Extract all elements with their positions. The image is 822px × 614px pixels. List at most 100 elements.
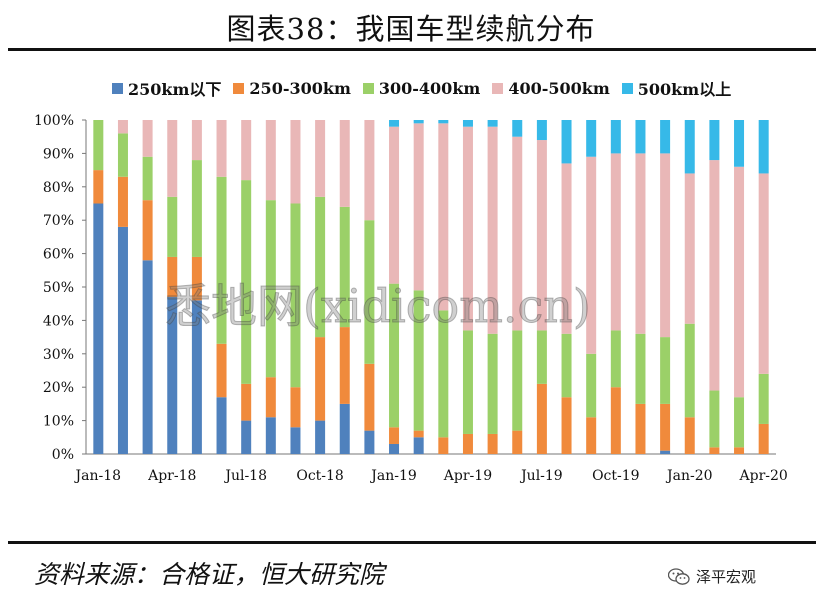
legend-label: 300-400km <box>378 78 481 98</box>
x-tick-label: Oct-19 <box>592 468 640 484</box>
bar-segment <box>758 423 769 454</box>
wechat-account: 泽平宏观 <box>668 566 756 587</box>
bar-segment <box>339 403 350 454</box>
bar-segment <box>93 170 104 204</box>
bar-segment <box>389 427 400 444</box>
bar-segment <box>660 337 671 404</box>
bar-segment <box>241 180 252 384</box>
y-tick-label: 10% <box>43 414 74 430</box>
bar-segment <box>216 343 227 398</box>
bar-segment <box>413 120 424 124</box>
bar-segment <box>684 173 695 324</box>
y-tick-label: 50% <box>43 280 74 296</box>
bar-segment <box>241 420 252 454</box>
bar-segment <box>660 120 671 154</box>
y-tick-label: 100% <box>34 113 74 129</box>
bar-segment <box>117 176 128 227</box>
bar-segment <box>561 397 572 454</box>
bar-segment <box>734 120 745 167</box>
bar-segment <box>536 330 547 384</box>
bar-segment <box>191 256 202 301</box>
bar-segment <box>290 120 301 204</box>
bar-segment <box>512 120 523 137</box>
bar-segment <box>512 430 523 454</box>
bar-segment <box>561 120 572 164</box>
bar-segment <box>167 120 178 197</box>
footer-rule <box>8 541 816 544</box>
bar-segment <box>660 153 671 338</box>
legend-swatch <box>112 82 123 94</box>
bar-segment <box>635 153 646 334</box>
x-tick-label: Apr-20 <box>739 468 788 484</box>
bar-segment <box>709 120 720 161</box>
bar-segment <box>290 427 301 454</box>
y-tick-label: 60% <box>43 247 74 263</box>
y-tick-label: 80% <box>43 180 74 196</box>
bar-segment <box>265 377 276 418</box>
bar-segment <box>536 383 547 454</box>
bar-segment <box>684 120 695 174</box>
bar-segment <box>93 203 104 454</box>
bar-segment <box>142 120 153 157</box>
legend-swatch <box>233 82 245 94</box>
bar-segment <box>167 196 178 257</box>
bar-segment <box>462 120 473 127</box>
source-note: 资料来源：合格证，恒大研究院 <box>34 560 385 589</box>
legend-label: 500km以上 <box>637 80 732 99</box>
bar-segment <box>660 450 671 454</box>
bar-segment <box>290 203 301 388</box>
bar-segment <box>610 120 621 154</box>
bar-segment <box>438 123 449 311</box>
bar-segment <box>216 120 227 177</box>
bar-segment <box>413 123 424 291</box>
bar-segment <box>265 200 276 378</box>
legend-swatch <box>492 82 504 94</box>
bar-segment <box>241 383 252 421</box>
bar-segment <box>438 310 449 438</box>
account-name: 泽平宏观 <box>696 568 757 586</box>
bar-segment <box>117 226 128 454</box>
bar-segment <box>216 176 227 344</box>
bar-segment <box>241 120 252 181</box>
bar-segment <box>364 363 375 431</box>
bar-segment <box>734 397 745 448</box>
bar-segment <box>487 120 498 127</box>
bar-segment <box>265 417 276 454</box>
x-tick-label: Jul-19 <box>519 468 563 484</box>
bar-segment <box>191 300 202 454</box>
bar-segment <box>339 327 350 404</box>
x-tick-label: Jan-20 <box>665 468 713 484</box>
x-tick-label: Apr-19 <box>443 468 492 484</box>
bar-segment <box>734 447 745 454</box>
bar-segment <box>315 196 326 338</box>
bar-segment <box>315 420 326 454</box>
bar-segment <box>734 166 745 398</box>
bar-segment <box>167 256 178 298</box>
bar-segment <box>93 120 104 171</box>
legend-label: 250km以下 <box>128 80 222 99</box>
bar-segment <box>364 430 375 454</box>
bar-segment <box>684 417 695 454</box>
bar-segment <box>438 120 449 124</box>
y-tick-label: 40% <box>43 313 74 329</box>
bar-segment <box>413 290 424 431</box>
legend-label: 400-500km <box>508 78 610 98</box>
y-tick-label: 90% <box>43 146 74 162</box>
page-title: 图表38：我国车型续航分布 <box>226 12 596 46</box>
bar-segment <box>610 330 621 388</box>
bar-segment <box>438 437 449 454</box>
bar-segment <box>709 447 720 454</box>
legend-label: 250-300km <box>249 78 351 98</box>
bar-segment <box>389 126 400 284</box>
bar-segment <box>709 390 720 448</box>
bar-segment <box>536 140 547 331</box>
bar-segment <box>364 220 375 364</box>
bar-segment <box>586 353 597 418</box>
legend-item: 250km以下 <box>112 76 221 100</box>
stacked-bar-chart: 0% 10% 20% 30% 40% 50% 60% 70% 80% 90% 100% Jan-18 A… <box>34 113 788 484</box>
bar-segment <box>290 387 301 428</box>
chart-legend: 250km以下 250-300km 300-400km 400-500km 500km以… <box>112 76 731 100</box>
bar-segment <box>709 160 720 391</box>
bar-segment <box>315 120 326 197</box>
bar-segment <box>389 120 400 127</box>
